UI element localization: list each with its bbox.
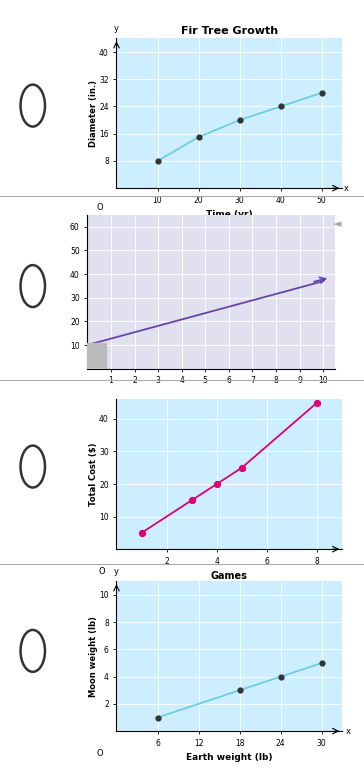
Point <box>155 711 161 723</box>
Y-axis label: Diameter (in.): Diameter (in.) <box>89 80 98 147</box>
Title: Fir Tree Growth: Fir Tree Growth <box>181 26 278 36</box>
X-axis label: Games: Games <box>211 571 248 581</box>
Point <box>189 494 195 506</box>
Point <box>278 101 284 113</box>
Text: y: y <box>114 567 119 576</box>
Point <box>214 478 220 490</box>
Text: O: O <box>97 204 103 213</box>
Text: ◄: ◄ <box>333 219 341 229</box>
Point <box>195 131 201 144</box>
Text: y: y <box>114 25 119 33</box>
Text: O: O <box>98 567 105 576</box>
Point <box>319 87 325 99</box>
Point <box>139 527 145 539</box>
Point <box>237 114 242 126</box>
Point <box>314 396 320 409</box>
Bar <box>87 343 106 369</box>
X-axis label: Earth weight (lb): Earth weight (lb) <box>186 753 273 763</box>
Text: O: O <box>96 749 103 758</box>
Point <box>278 670 284 683</box>
Y-axis label: Total Cost ($): Total Cost ($) <box>89 442 98 506</box>
Text: x: x <box>345 727 351 736</box>
X-axis label: Time (yr): Time (yr) <box>206 210 253 220</box>
Point <box>239 462 245 474</box>
Point <box>155 155 161 167</box>
Point <box>237 684 242 697</box>
Point <box>319 657 325 669</box>
Text: x: x <box>344 184 349 193</box>
Y-axis label: Moon weight (lb): Moon weight (lb) <box>89 616 98 697</box>
